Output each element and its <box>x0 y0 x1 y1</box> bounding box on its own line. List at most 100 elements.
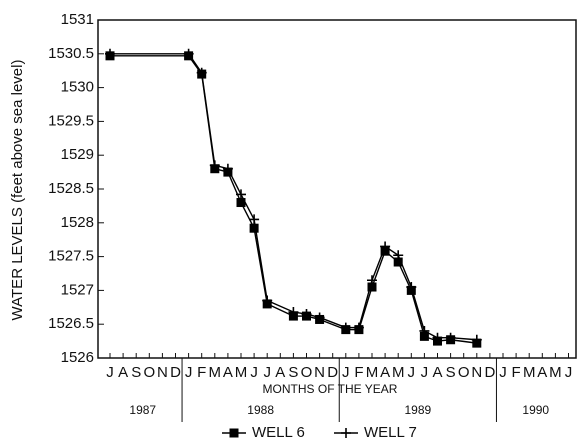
line-segment <box>266 299 294 313</box>
marker <box>367 275 377 286</box>
marker <box>301 309 312 320</box>
x-tick-label: J <box>499 364 507 381</box>
marker <box>209 160 220 171</box>
line-segment <box>397 261 412 291</box>
series <box>105 48 482 345</box>
y-tick-label: 1527.5 <box>48 248 94 265</box>
y-tick-label: 1528.5 <box>48 180 94 197</box>
marker <box>340 322 351 333</box>
x-tick-label: J <box>250 364 258 381</box>
marker <box>341 428 351 438</box>
x-tick-label: S <box>131 364 141 381</box>
marker <box>406 282 417 293</box>
x-tick-label: J <box>408 364 416 381</box>
y-tick-label: 1530 <box>61 79 94 96</box>
marker <box>445 332 456 343</box>
marker <box>196 67 207 78</box>
marker <box>288 307 299 318</box>
year-label: 1990 <box>522 403 549 417</box>
x-tick-label: O <box>301 364 313 381</box>
y-tick-label: 1527 <box>61 281 94 298</box>
x-tick-label: M <box>549 364 562 381</box>
marker <box>419 331 429 341</box>
marker <box>367 282 377 292</box>
x-tick-label: F <box>197 364 206 381</box>
line-segment <box>319 316 347 329</box>
y-tick-label: 1529.5 <box>48 112 94 129</box>
x-tick-label: J <box>342 364 350 381</box>
line-segment <box>371 250 386 288</box>
x-tick-label: D <box>327 364 338 381</box>
x-tick-label: O <box>458 364 470 381</box>
x-tick-label: M <box>523 364 536 381</box>
x-tick-label: J <box>421 364 429 381</box>
year-label: 1988 <box>247 403 274 417</box>
marker <box>236 189 246 200</box>
x-tick-label: J <box>106 364 114 381</box>
x-tick-label: O <box>143 364 155 381</box>
x-tick-label: D <box>170 364 181 381</box>
x-tick-label: A <box>537 364 547 381</box>
x-tick-label: A <box>118 364 128 381</box>
marker <box>236 198 246 208</box>
marker <box>353 322 364 333</box>
x-tick-label: J <box>263 364 271 381</box>
x-tick-label: A <box>275 364 285 381</box>
x-tick-label: N <box>471 364 482 381</box>
x-axis-label: MONTHS OF THE YEAR <box>263 382 398 396</box>
line-segment <box>188 53 203 74</box>
x-tick-label: F <box>354 364 363 381</box>
x-tick-label: M <box>209 364 222 381</box>
x-tick-label: S <box>446 364 456 381</box>
x-tick-label: A <box>380 364 390 381</box>
marker <box>105 48 115 59</box>
y-tick-label: 1526.5 <box>48 315 94 332</box>
marker <box>393 257 403 267</box>
year-label: 1987 <box>129 403 156 417</box>
year-label: 1989 <box>404 403 431 417</box>
line-segment <box>358 286 373 330</box>
line-segment <box>227 168 242 195</box>
legend-label: WELL 6 <box>252 424 305 441</box>
x-tick-label: D <box>484 364 495 381</box>
x-tick-label: A <box>432 364 442 381</box>
x-tick-label: A <box>223 364 233 381</box>
marker <box>262 295 273 306</box>
legend-label: WELL 7 <box>364 424 417 441</box>
y-tick-label: 1531 <box>61 11 94 28</box>
line-segment <box>253 219 268 301</box>
x-tick-label: N <box>314 364 325 381</box>
x-tick-label: N <box>157 364 168 381</box>
marker <box>380 241 391 252</box>
marker <box>471 334 482 345</box>
line-segment <box>410 286 426 332</box>
line-segment <box>240 194 255 220</box>
y-tick-label: 1529 <box>61 146 94 163</box>
marker <box>314 312 325 323</box>
marker <box>222 163 233 174</box>
marker <box>183 48 194 59</box>
marker <box>432 332 443 343</box>
line-segment <box>384 245 399 256</box>
x-tick-label: M <box>366 364 379 381</box>
x-tick-label: M <box>235 364 248 381</box>
marker <box>249 223 259 233</box>
line-segment <box>227 171 242 203</box>
x-tick-label: J <box>565 364 573 381</box>
x-tick-label: S <box>288 364 298 381</box>
y-axis-label: WATER LEVELS (feet above sea level) <box>9 60 26 321</box>
y-tick-label: 1530.5 <box>48 45 94 62</box>
marker <box>249 214 260 225</box>
line-segment <box>397 254 412 288</box>
marker <box>229 428 239 438</box>
line-segment <box>410 290 426 337</box>
marker <box>419 325 430 336</box>
y-tick-label: 1526 <box>61 349 94 366</box>
x-tick-label: J <box>185 364 193 381</box>
line-segment <box>424 330 438 339</box>
x-tick-label: F <box>512 364 521 381</box>
line-segment <box>358 280 373 328</box>
y-tick-label: 1528 <box>61 214 94 231</box>
series <box>105 51 482 348</box>
